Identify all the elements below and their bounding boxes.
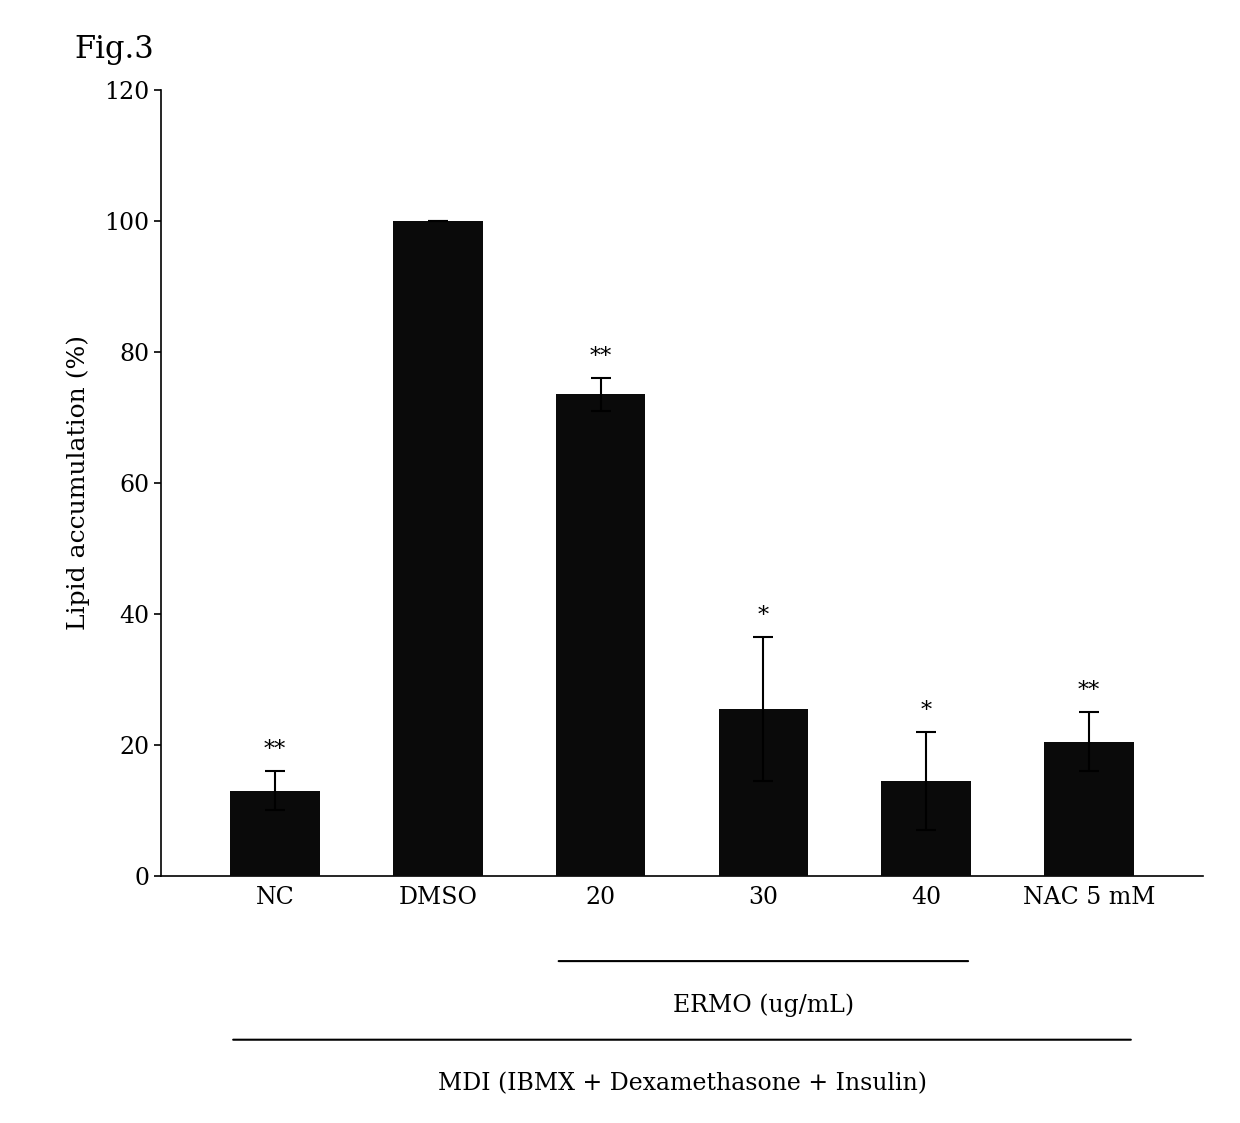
Bar	[556, 394, 645, 876]
Text: ERMO (ug/mL): ERMO (ug/mL)	[673, 994, 854, 1017]
Text: *: *	[758, 605, 769, 627]
Bar	[393, 221, 482, 876]
Bar	[882, 780, 971, 876]
Text: *: *	[920, 700, 931, 722]
Bar	[1044, 741, 1133, 876]
Y-axis label: Lipid accumulation (%): Lipid accumulation (%)	[67, 336, 91, 630]
Bar	[231, 791, 320, 876]
Text: **: **	[589, 346, 611, 368]
Bar	[719, 709, 808, 876]
Text: MDI (IBMX + Dexamethasone + Insulin): MDI (IBMX + Dexamethasone + Insulin)	[438, 1072, 926, 1095]
Text: **: **	[264, 739, 286, 761]
Text: Fig.3: Fig.3	[74, 34, 154, 65]
Text: **: **	[1078, 681, 1100, 702]
